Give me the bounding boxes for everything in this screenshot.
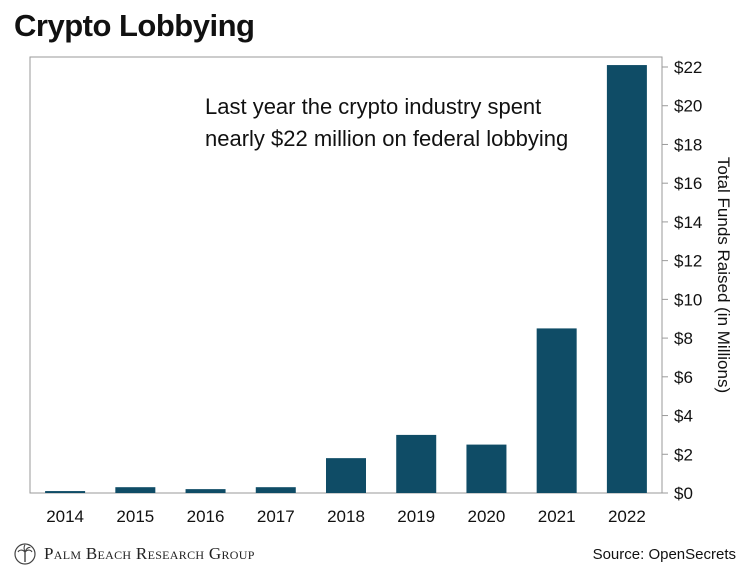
publisher-logo: Palm Beach Research Group bbox=[14, 541, 255, 567]
source-label: Source: OpenSecrets bbox=[592, 546, 736, 563]
logo-text: Palm Beach Research Group bbox=[44, 544, 255, 563]
x-tick-label: 2018 bbox=[327, 507, 365, 526]
bar-2017 bbox=[255, 487, 296, 493]
bar-2022 bbox=[606, 65, 647, 494]
x-tick-label: 2020 bbox=[468, 507, 506, 526]
y-axis-label: Total Funds Raised (in Millions) bbox=[714, 157, 733, 393]
y-tick-label: $0 bbox=[674, 484, 693, 503]
bar-2019 bbox=[396, 434, 437, 493]
y-tick-label: $16 bbox=[674, 174, 702, 193]
x-tick-label: 2015 bbox=[116, 507, 154, 526]
bar-2018 bbox=[326, 458, 366, 493]
y-tick-label: $2 bbox=[674, 445, 693, 464]
bar-2015 bbox=[115, 487, 156, 493]
y-tick-label: $22 bbox=[674, 58, 702, 77]
y-tick-label: $10 bbox=[674, 290, 702, 309]
annotation-line: Last year the crypto industry spent bbox=[205, 94, 541, 119]
bar-2020 bbox=[466, 444, 507, 493]
x-tick-label: 2019 bbox=[397, 507, 435, 526]
bar-2016 bbox=[185, 489, 226, 493]
x-tick-label: 2016 bbox=[187, 507, 225, 526]
y-tick-label: $4 bbox=[674, 407, 693, 426]
y-tick-label: $8 bbox=[674, 329, 693, 348]
chart-title: Crypto Lobbying bbox=[14, 8, 255, 43]
palm-tree-seal-icon bbox=[14, 543, 36, 565]
x-tick-label: 2017 bbox=[257, 507, 295, 526]
y-tick-label: $18 bbox=[674, 135, 702, 154]
x-tick-label: 2021 bbox=[538, 507, 576, 526]
bar-2021 bbox=[536, 328, 577, 493]
x-tick-label: 2014 bbox=[46, 507, 84, 526]
x-tick-label: 2022 bbox=[608, 507, 646, 526]
annotation-line: nearly $22 million on federal lobbying bbox=[205, 126, 568, 151]
y-tick-label: $6 bbox=[674, 368, 693, 387]
y-tick-label: $14 bbox=[674, 213, 702, 232]
y-tick-label: $20 bbox=[674, 97, 702, 116]
bar-2014 bbox=[45, 491, 86, 493]
y-tick-label: $12 bbox=[674, 252, 702, 271]
